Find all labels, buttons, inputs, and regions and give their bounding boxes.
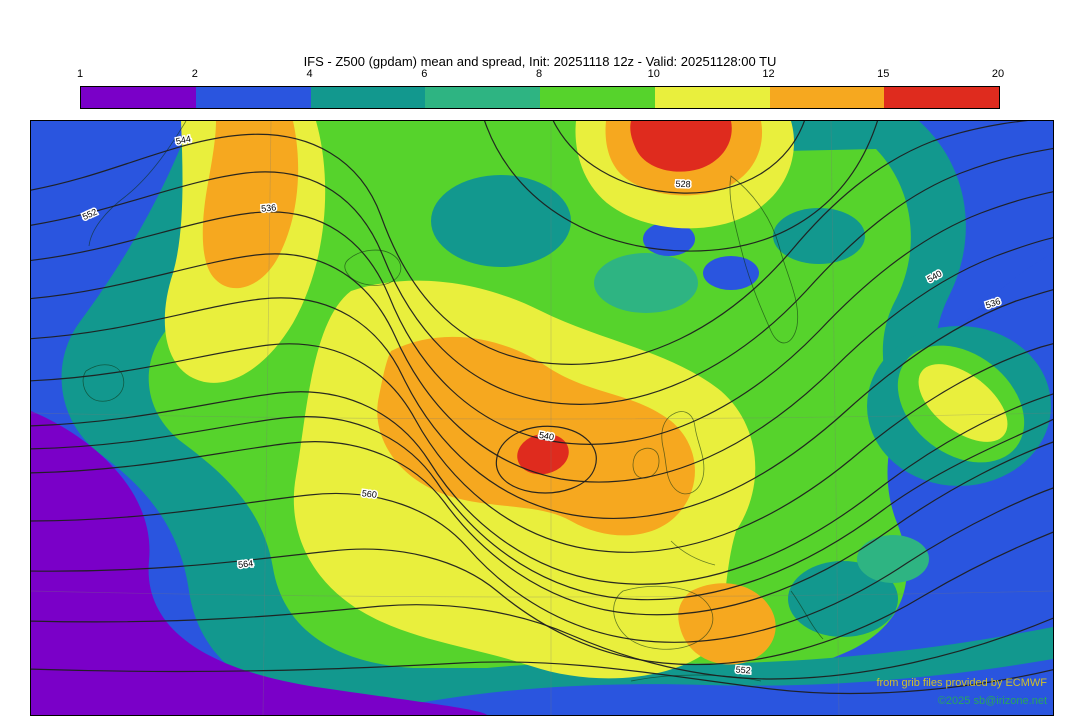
contour-label-560: 560 xyxy=(361,488,377,500)
spread-fill-layer xyxy=(31,121,1053,715)
map-panel: 552 544 536 528 540 536 540 560 564 552 from grib… xyxy=(30,120,1054,716)
colorbar-segment-1 xyxy=(195,87,311,108)
colorbar-tick-5: 10 xyxy=(647,68,660,80)
contour-label-536: 536 xyxy=(984,296,1001,310)
contour-lines xyxy=(31,121,1053,695)
attribution-copyright: ©2025 sb@irizone.net xyxy=(937,695,1047,707)
colorbar-tick-3: 6 xyxy=(421,68,428,80)
colorbar-tick-1: 2 xyxy=(191,68,198,80)
colorbar-segment-6 xyxy=(769,87,885,108)
colorbar-tick-0: 1 xyxy=(76,68,84,80)
colorbar-tick-4: 8 xyxy=(535,68,543,80)
contour-label-536: 536 xyxy=(261,202,277,214)
contour-label-528: 528 xyxy=(675,179,690,190)
chart-title: IFS - Z500 (gpdam) mean and spread, Init… xyxy=(303,54,777,69)
colorbar-segment-3 xyxy=(425,87,540,108)
colorbar-segment-4 xyxy=(540,87,655,108)
colorbar-tick-8: 20 xyxy=(991,68,1005,80)
contour-label-540: 540 xyxy=(538,430,555,442)
contour-label-544: 544 xyxy=(175,134,192,147)
contour-label-552: 552 xyxy=(735,664,751,675)
colorbar-tick-7: 15 xyxy=(877,68,890,80)
attribution-ecmwf: from grib files provided by ECMWF xyxy=(876,677,1047,689)
colorbar-segment-7 xyxy=(884,87,999,108)
colorbar-ticks: 1 2 4 6 8 10 12 15 20 xyxy=(76,68,1004,82)
colorbar-segment-0 xyxy=(81,87,196,108)
colorbar-segment-5 xyxy=(654,87,770,108)
colorbar-tick-6: 12 xyxy=(762,68,775,80)
contour-label-564: 564 xyxy=(238,558,254,570)
colorbar-bar xyxy=(80,86,1000,109)
colorbar-segment-2 xyxy=(310,87,426,108)
colorbar-tick-2: 4 xyxy=(306,68,313,80)
